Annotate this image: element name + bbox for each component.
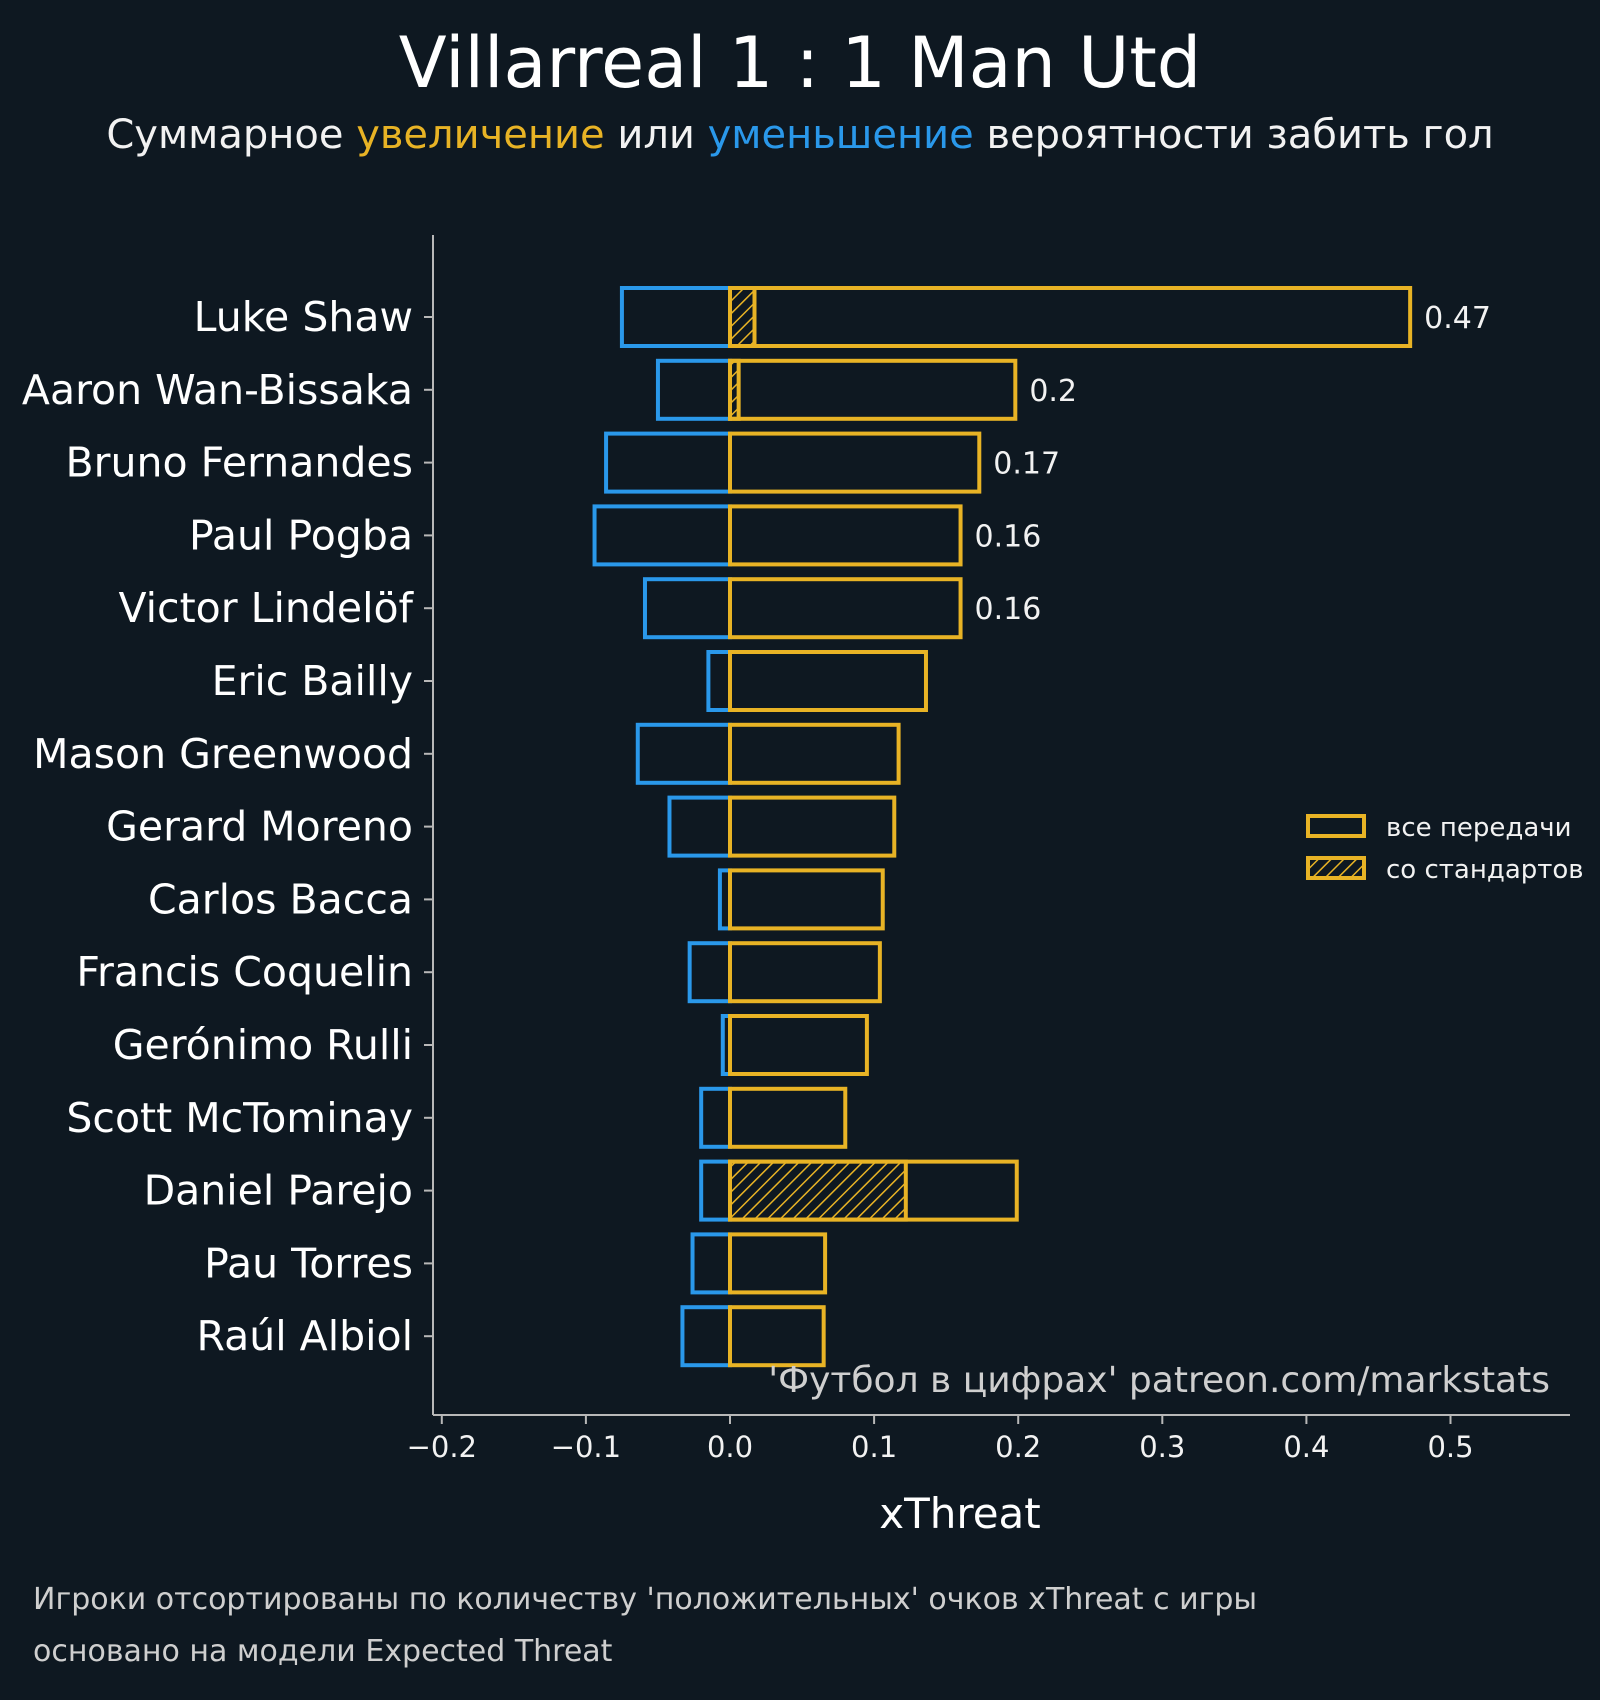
legend-swatch-hatched xyxy=(1306,856,1366,880)
player-label: Scott McTominay xyxy=(66,1094,413,1142)
set-piece-bar xyxy=(728,1159,908,1222)
positive-bar xyxy=(728,1305,826,1368)
chart-legend: все передачи со стандартов xyxy=(1306,813,1584,885)
positive-bar xyxy=(728,795,897,858)
positive-bar xyxy=(728,650,928,712)
negative-bar xyxy=(619,286,732,348)
chart-labels: Luke Shaw 0.47 Aaron Wan-Bissaka 0.2 Bruno F… xyxy=(22,293,1550,1401)
positive-bar xyxy=(728,868,885,931)
x-tick-label: 0.2 xyxy=(995,1430,1041,1464)
player-label: Aaron Wan-Bissaka xyxy=(22,366,413,414)
negative-bar xyxy=(667,795,733,858)
negative-bar xyxy=(699,1159,732,1222)
negative-bar xyxy=(604,431,732,494)
chart-subtitle: Суммарное увеличение или уменьшение веро… xyxy=(0,112,1600,158)
x-axis-title: xThreat xyxy=(879,1489,1041,1538)
positive-bar xyxy=(728,1014,869,1076)
positive-bar xyxy=(728,722,901,785)
positive-bar xyxy=(728,1232,828,1295)
value-label: 0.16 xyxy=(975,519,1042,554)
player-label: Bruno Fernandes xyxy=(66,439,413,487)
subtitle-negative-word: уменьшение xyxy=(707,112,974,158)
footnote-model: основано на модели Expected Threat xyxy=(33,1634,613,1669)
subtitle-part1: Суммарное xyxy=(106,112,357,158)
positive-bar xyxy=(728,286,1413,348)
value-label: 0.16 xyxy=(975,592,1042,627)
player-label: Mason Greenwood xyxy=(33,730,413,778)
positive-bar xyxy=(728,431,982,494)
x-tick-label: 0.1 xyxy=(851,1430,897,1464)
positive-bar xyxy=(728,504,963,567)
positive-bar xyxy=(728,1159,1019,1222)
x-tick-label: −0.2 xyxy=(407,1430,477,1464)
negative-bar xyxy=(642,577,733,640)
positive-bar xyxy=(728,358,1018,421)
watermark-text: 'Футбол в цифрах' patreon.com/markstats xyxy=(768,1360,1550,1401)
chart-title: Villarreal 1 : 1 Man Utd xyxy=(398,22,1202,104)
player-label: Gerónimo Rulli xyxy=(113,1021,413,1069)
legend-label: со стандартов xyxy=(1386,855,1584,885)
footnote-sorting: Игроки отсортированы по количеству 'поло… xyxy=(33,1582,1258,1617)
value-label: 0.47 xyxy=(1424,301,1491,336)
negative-bar xyxy=(635,722,732,785)
player-label: Gerard Moreno xyxy=(106,803,413,851)
x-tick-label: 0.4 xyxy=(1283,1430,1329,1464)
player-label: Pau Torres xyxy=(204,1239,413,1287)
player-label: Luke Shaw xyxy=(194,293,413,341)
value-label: 0.2 xyxy=(1029,374,1077,409)
positive-bar xyxy=(728,1086,848,1149)
chart-axes: −0.2 −0.1 0.0 0.1 0.2 0.3 0.4 0.5 xThreat xyxy=(407,235,1570,1538)
player-label: Carlos Bacca xyxy=(148,875,413,923)
legend-label: все передачи xyxy=(1386,813,1572,843)
negative-bar xyxy=(680,1305,733,1368)
player-label: Francis Coquelin xyxy=(76,948,413,996)
positive-bar xyxy=(728,941,882,1004)
x-tick-label: 0.5 xyxy=(1427,1430,1473,1464)
subtitle-part3: вероятности забить гол xyxy=(973,112,1494,158)
negative-bar xyxy=(655,358,733,421)
negative-bar xyxy=(699,1086,732,1149)
subtitle-positive-word: увеличение xyxy=(356,112,605,158)
positive-bar xyxy=(728,577,963,640)
set-piece-bar xyxy=(728,286,757,348)
value-label: 0.17 xyxy=(993,447,1060,482)
negative-bar xyxy=(690,1232,732,1295)
player-label: Paul Pogba xyxy=(189,511,413,559)
x-tick-label: 0.0 xyxy=(707,1430,753,1464)
x-tick-label: 0.3 xyxy=(1139,1430,1185,1464)
player-label: Eric Bailly xyxy=(212,657,413,705)
negative-bar xyxy=(706,650,733,712)
negative-bar xyxy=(687,941,732,1004)
legend-swatch-outline xyxy=(1306,814,1366,838)
chart-bars xyxy=(592,286,1413,1368)
x-tick-label: −0.1 xyxy=(551,1430,621,1464)
player-label: Daniel Parejo xyxy=(144,1167,413,1215)
player-label: Victor Lindelöf xyxy=(118,584,414,632)
player-label: Raúl Albiol xyxy=(197,1312,413,1360)
negative-bar xyxy=(592,504,733,567)
subtitle-part2: или xyxy=(604,112,708,158)
